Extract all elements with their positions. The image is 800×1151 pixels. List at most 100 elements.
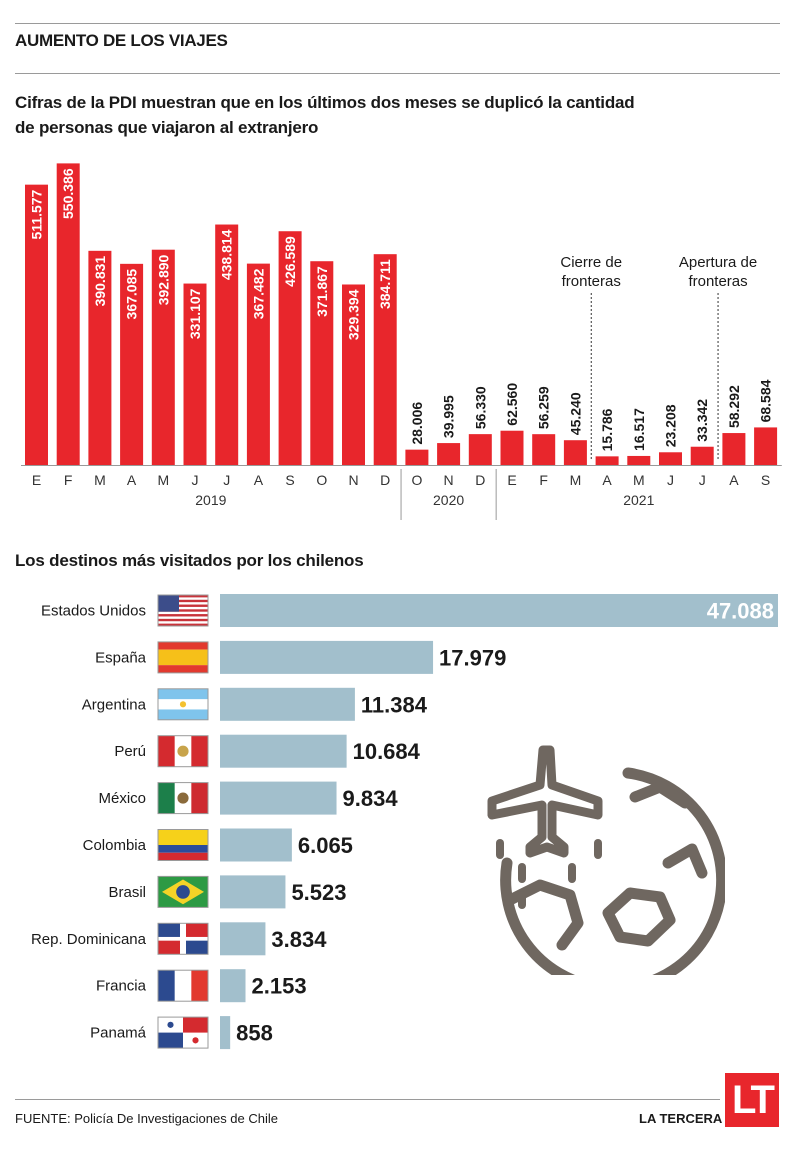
mexico-emblem [177, 792, 189, 804]
peru-flag-icon [157, 735, 209, 768]
monthly-travel-chart: 511.577 E 550.386 F 390.831 M 367.085 A 392.890 M… [21, 163, 782, 520]
value-label-11: 384.711 [377, 259, 393, 309]
destination-bar-1 [220, 640, 434, 674]
destination-bar-7 [220, 922, 266, 956]
usa-flag-icon [157, 594, 209, 627]
country-label-2: Argentina [82, 696, 147, 713]
month-label-3: A [127, 472, 137, 488]
flag-border [157, 1016, 209, 1049]
bar-14 [468, 434, 492, 465]
bar-17 [563, 440, 587, 465]
month-label-23: S [761, 472, 770, 488]
value-label-9: 371.867 [314, 266, 330, 317]
flag-border [157, 594, 209, 627]
destination-bar-0 [220, 594, 778, 627]
month-label-20: J [667, 472, 674, 488]
france-flag-icon [157, 969, 209, 1002]
value-label-20: 23.208 [663, 404, 679, 447]
country-label-7: Rep. Dominicana [31, 931, 147, 948]
month-label-13: N [444, 472, 454, 488]
month-label-9: O [316, 472, 327, 488]
bar-11 [373, 254, 397, 465]
destination-bar-9 [220, 1016, 231, 1050]
value-label-1: 550.386 [60, 168, 76, 219]
bar-20 [659, 452, 682, 465]
headline: Cifras de la PDI muestran que en los últ… [15, 93, 635, 137]
month-label-2: M [94, 472, 106, 488]
bar-2 [88, 250, 112, 465]
value-label-17: 45.240 [567, 392, 583, 435]
usa-canton [158, 595, 179, 612]
bar-21 [690, 446, 714, 465]
value-label-4: 392.890 [155, 254, 171, 305]
flag-border [157, 922, 209, 955]
spain-bottom [158, 665, 208, 673]
country-label-3: Perú [114, 743, 146, 760]
month-label-21: J [699, 472, 706, 488]
panama-blue [158, 1032, 183, 1049]
flag-border [157, 688, 209, 721]
value-label-16: 56.259 [536, 386, 552, 429]
destination-value-7: 3.834 [271, 927, 327, 952]
country-label-1: España [95, 649, 147, 666]
country-label-4: México [98, 790, 146, 807]
destination-value-6: 5.523 [291, 880, 346, 905]
month-label-5: J [192, 472, 199, 488]
month-label-16: F [539, 472, 548, 488]
destination-value-4: 9.834 [343, 786, 399, 811]
month-label-14: D [475, 472, 485, 488]
value-label-8: 426.589 [282, 236, 298, 287]
month-label-19: M [633, 472, 645, 488]
month-label-6: J [223, 472, 230, 488]
value-label-22: 58.292 [726, 385, 742, 428]
bar-1 [56, 163, 80, 465]
destinations-title: Los destinos más visitados por los chile… [15, 551, 364, 570]
do-br [186, 940, 208, 955]
bar-15 [500, 430, 524, 465]
month-label-11: D [380, 472, 390, 488]
destinations-chart: Estados Unidos 47.088 España 17.979 Argentin… [31, 594, 778, 1050]
flag-border [157, 875, 209, 908]
dominican-republic-flag-icon [157, 922, 209, 955]
panama-star-blue [167, 1021, 174, 1028]
bar-18 [595, 456, 619, 465]
annotation-line1-1: Apertura de [679, 254, 757, 271]
bar-3 [120, 263, 144, 465]
usa-stripe-6 [158, 623, 208, 626]
value-label-23: 68.584 [758, 379, 774, 422]
bar-5 [183, 283, 207, 465]
mexico-left [158, 782, 175, 814]
mexico-right [191, 782, 208, 814]
flag-border [157, 641, 209, 674]
destination-bar-2 [220, 687, 355, 721]
peru-emblem [177, 745, 189, 757]
bar-10 [342, 284, 365, 465]
value-label-3: 367.085 [124, 269, 140, 320]
do-tl [158, 923, 180, 937]
usa-stripe-2 [158, 604, 208, 607]
destination-value-9: 858 [236, 1021, 273, 1046]
value-label-12: 28.006 [409, 402, 425, 445]
value-label-13: 39.995 [441, 395, 457, 438]
colombia-flag-icon [157, 829, 209, 861]
country-label-0: Estados Unidos [41, 603, 146, 620]
top-rule [15, 23, 780, 24]
annotation-line2-1: fronteras [688, 273, 747, 290]
destination-value-8: 2.153 [252, 974, 307, 999]
bar-0 [25, 184, 48, 465]
argentina-flag-icon [157, 688, 209, 721]
destination-value-3: 10.684 [353, 739, 421, 764]
year-label-2020: 2020 [433, 492, 464, 508]
month-label-15: E [507, 472, 516, 488]
bar-13 [437, 443, 461, 465]
destination-bar-4 [220, 781, 337, 815]
annotation-line2-0: fronteras [562, 273, 621, 290]
destination-value-1: 17.979 [439, 645, 506, 670]
value-label-5: 331.107 [187, 288, 203, 339]
peru-left [158, 735, 175, 767]
destination-value-5: 6.065 [298, 833, 353, 858]
value-label-0: 511.577 [29, 189, 45, 239]
value-label-18: 15.786 [599, 408, 615, 451]
country-label-8: Francia [96, 978, 147, 995]
panama-red [183, 1017, 208, 1033]
